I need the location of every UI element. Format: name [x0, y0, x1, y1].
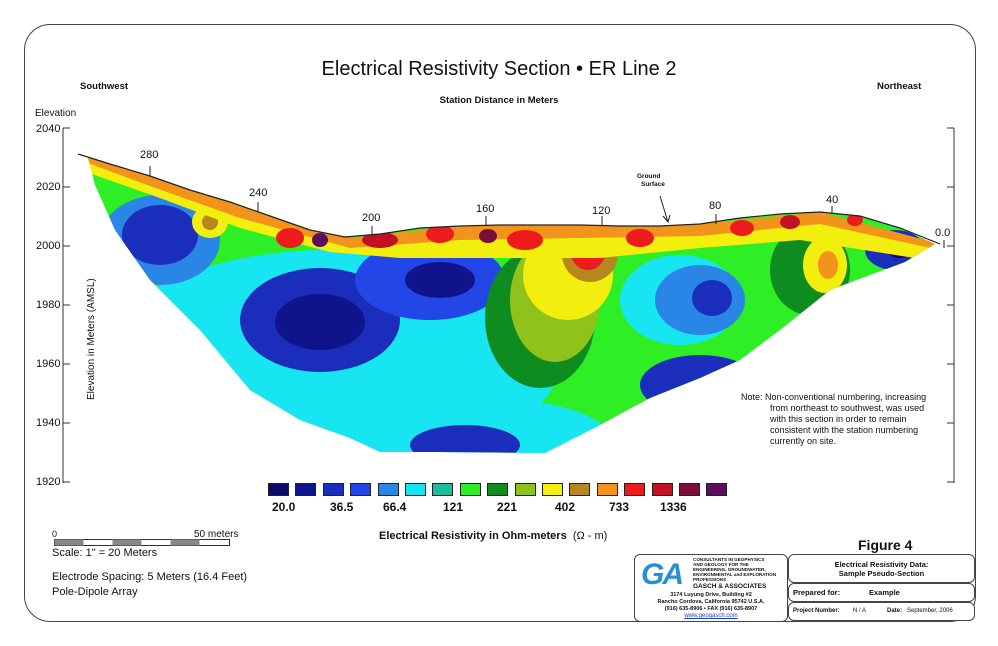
drawing-sheet-border — [24, 24, 976, 622]
legend-value-label: 36.5 — [330, 500, 354, 514]
direction-northeast: Northeast — [877, 81, 922, 92]
station-axis-title: Station Distance in Meters — [439, 95, 559, 106]
station-label: 160 — [476, 203, 495, 215]
legend-swatch — [651, 483, 673, 496]
legend-swatch — [350, 483, 372, 496]
project-value: N / A — [853, 608, 867, 614]
frame-ticks — [62, 127, 955, 483]
station-ticks — [149, 166, 945, 248]
ground-surface-line — [77, 153, 941, 245]
figure-label: Figure 4 — [858, 537, 913, 553]
legend-swatch — [459, 483, 481, 496]
legend-swatch — [596, 483, 618, 496]
legend-swatch — [405, 483, 426, 496]
station-label: 0.0 — [935, 227, 951, 239]
array-type: Pole-Dipole Array — [52, 586, 138, 598]
elevation-tick: 1940 — [36, 417, 61, 429]
surface-label: Surface — [641, 181, 665, 188]
direction-southwest: Southwest — [80, 81, 129, 92]
title-block-project: Project Number: N / A Date: September, 2… — [788, 602, 975, 621]
company-logo: GA — [641, 558, 684, 591]
station-label: 280 — [140, 149, 159, 161]
legend-swatch — [679, 483, 700, 496]
company-block: GA CONSULTANTS IN GEOPHYSICS AND GEOLOGY… — [634, 554, 788, 622]
legend-swatch — [322, 483, 344, 496]
title-block-heading: Electrical Resistivity Data: Sample Pseu… — [788, 554, 975, 583]
legend-swatch — [542, 483, 563, 496]
station-label: 240 — [249, 187, 268, 199]
elevation-tick: 2020 — [36, 181, 61, 193]
legend-swatch — [432, 483, 454, 496]
legend-value-label: 66.4 — [383, 500, 407, 514]
elevation-tick: 1960 — [36, 358, 61, 370]
legend-swatch — [295, 483, 317, 496]
station-label: 200 — [362, 212, 381, 224]
legend-value-label: 121 — [443, 500, 464, 514]
prepared-value: Example — [869, 588, 900, 597]
company-name: GASCH & ASSOCIATES — [693, 583, 767, 590]
date-label: Date: — [887, 608, 903, 614]
station-label: 80 — [709, 200, 722, 212]
elevation-tick: 2000 — [36, 240, 61, 252]
elevation-heading: Elevation — [35, 108, 77, 119]
legend-swatch — [268, 483, 289, 496]
scale-end: 50 meters — [194, 529, 239, 540]
legend-title: Electrical Resistivity in Ohm-meters (Ω … — [379, 530, 608, 542]
scale-bar — [54, 539, 230, 546]
elevation-tick: 1980 — [36, 299, 61, 311]
figure-title: Electrical Resistivity Section • ER Line… — [321, 58, 677, 80]
legend-value-label: 221 — [497, 500, 518, 514]
company-phone: (916) 635-8906 • FAX (916) 635-8907 — [664, 606, 758, 612]
legend-swatch — [569, 483, 591, 496]
legend-swatch — [514, 483, 536, 496]
legend-swatch — [624, 483, 646, 496]
legend-swatch — [706, 483, 728, 496]
scale-zero: 0 — [52, 529, 58, 539]
elevation-tick: 2040 — [36, 123, 61, 135]
legend-swatches — [268, 483, 734, 497]
date-value: September, 2006 — [907, 608, 953, 614]
legend-swatch — [377, 483, 399, 496]
ground-surface-arrow — [659, 195, 671, 224]
station-label: 120 — [592, 205, 611, 217]
company-address-1: 3174 Luyung Drive, Building #2 — [670, 592, 752, 598]
company-website-link[interactable]: www.geogasch.com — [684, 613, 738, 619]
note: Note: Non-conventional numbering, increa… — [741, 392, 927, 446]
station-label: 40 — [826, 194, 839, 206]
ground-label: Ground — [637, 173, 661, 180]
prepared-label: Prepared for: — [793, 588, 841, 597]
title-block-prepared: Prepared for: Example — [788, 583, 975, 602]
company-address-2: Rancho Cordova, California 95742 U.S.A. — [657, 599, 765, 605]
project-label: Project Number: — [793, 608, 840, 614]
legend-unit: (Ω - m) — [572, 530, 608, 542]
electrode-spacing: Electrode Spacing: 5 Meters (16.4 Feet) — [52, 571, 248, 583]
elevation-tick: 1920 — [36, 476, 61, 488]
legend-swatch — [487, 483, 509, 496]
scale-text: Scale: 1" = 20 Meters — [52, 547, 158, 559]
legend-value-label: 1336 — [660, 500, 687, 514]
legend-value-label: 733 — [609, 500, 630, 514]
legend-value-label: 402 — [555, 500, 576, 514]
company-description: CONSULTANTS IN GEOPHYSICS AND GEOLOGY FO… — [693, 557, 777, 582]
legend-value-label: 20.0 — [272, 500, 296, 514]
